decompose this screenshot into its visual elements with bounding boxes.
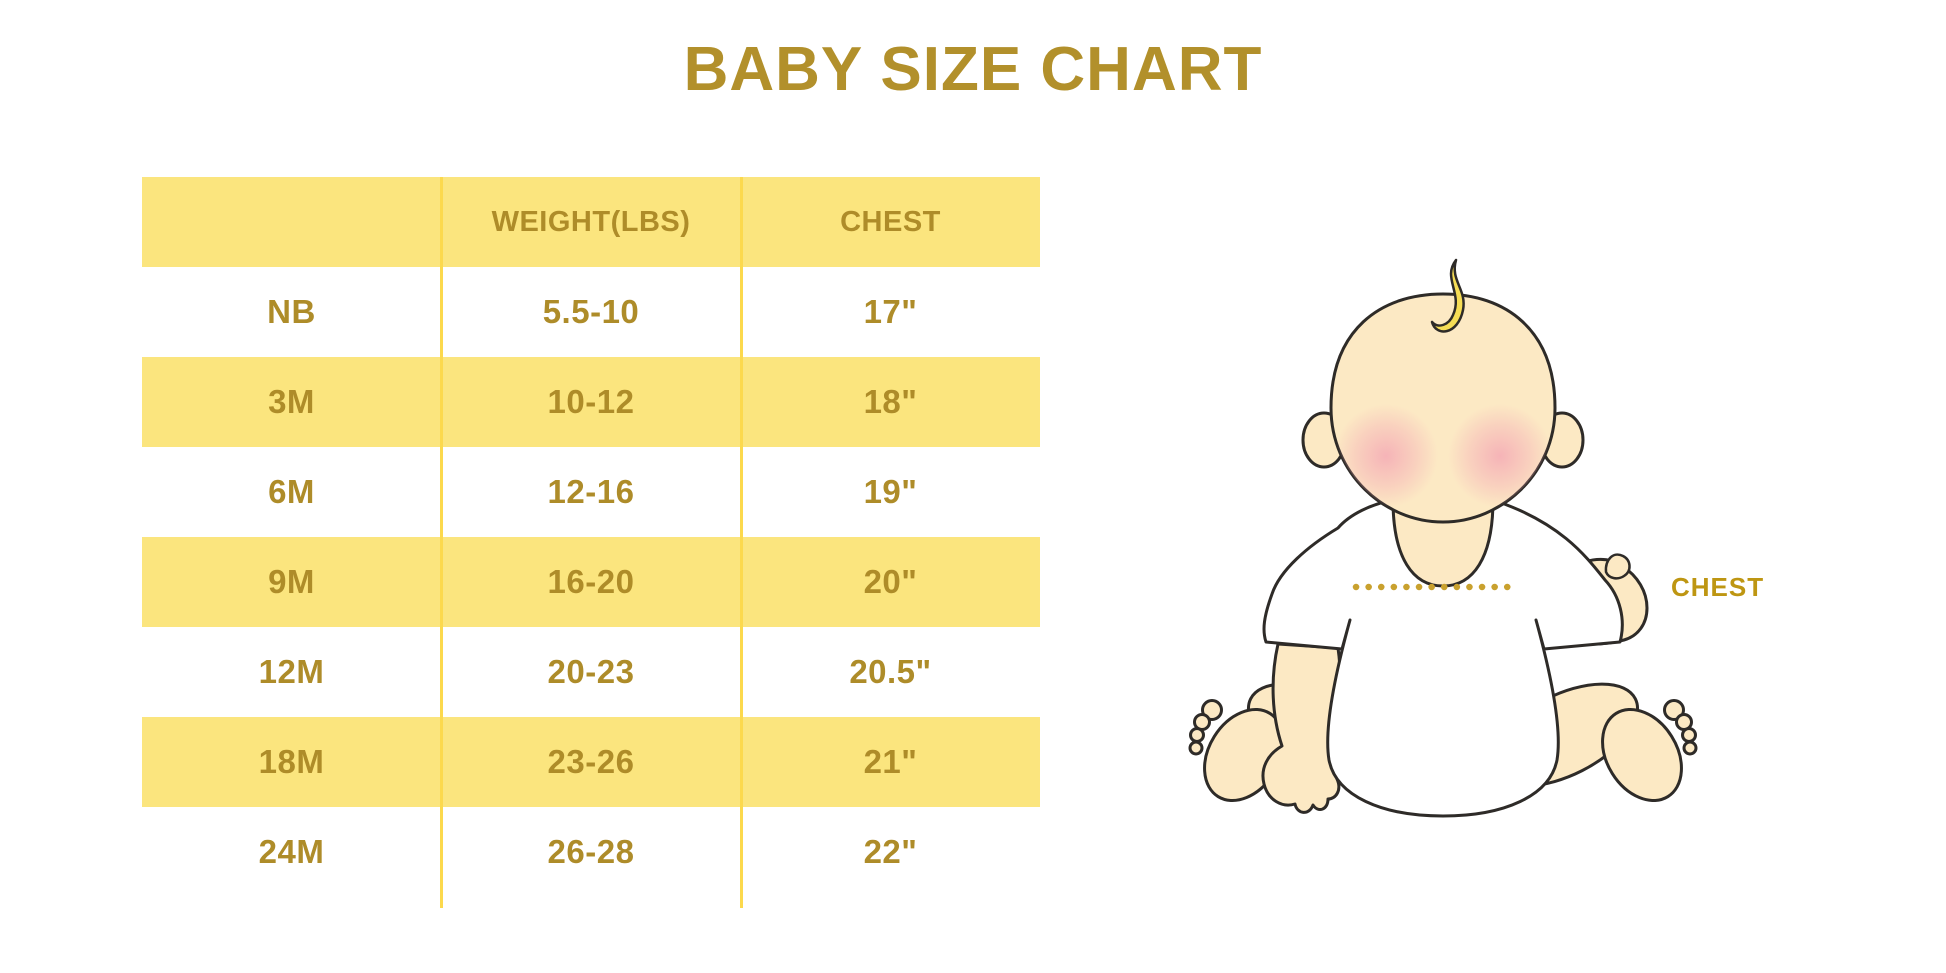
- baby-thumb: [1604, 553, 1631, 580]
- table-row: 24M 26-28 22": [142, 807, 1040, 897]
- cell-size: 18M: [258, 743, 325, 780]
- header-cell-size: [142, 177, 441, 267]
- cell-chest: 19": [863, 473, 918, 510]
- cell-weight: 26-28: [547, 833, 635, 870]
- cell-weight: 12-16: [547, 473, 635, 510]
- cell-size: 24M: [258, 833, 325, 870]
- cell-chest: 22": [863, 833, 918, 870]
- cell-size: 12M: [258, 653, 325, 690]
- table-header-row: WEIGHT(LBS) CHEST: [142, 177, 1040, 267]
- column-divider: [440, 177, 443, 908]
- column-divider: [740, 177, 743, 908]
- table-row: 9M 16-20 20": [142, 537, 1040, 627]
- table-row: 3M 10-12 18": [142, 357, 1040, 447]
- table-row: 12M 20-23 20.5": [142, 627, 1040, 717]
- table-row: NB 5.5-10 17": [142, 267, 1040, 357]
- cell-size: 3M: [268, 383, 315, 420]
- table-row: 18M 23-26 21": [142, 717, 1040, 807]
- cell-chest: 18": [863, 383, 918, 420]
- cell-weight: 16-20: [547, 563, 635, 600]
- size-table: WEIGHT(LBS) CHEST NB 5.5-10 17" 3M 10-12…: [142, 177, 1040, 908]
- cell-chest: 20": [863, 563, 918, 600]
- cell-chest: 17": [863, 293, 918, 330]
- baby-illustration: [1150, 248, 1770, 868]
- cell-chest: 20.5": [849, 653, 932, 690]
- header-cell-weight: WEIGHT(LBS): [491, 205, 691, 238]
- baby-hair-curl: [1430, 258, 1465, 333]
- cell-weight: 10-12: [547, 383, 635, 420]
- cell-size: NB: [267, 293, 316, 330]
- cell-weight: 20-23: [547, 653, 635, 690]
- cell-size: 6M: [268, 473, 315, 510]
- table-row: 6M 12-16 19": [142, 447, 1040, 537]
- cell-weight: 23-26: [547, 743, 635, 780]
- cell-weight: 5.5-10: [542, 293, 640, 330]
- page-title: BABY SIZE CHART: [683, 35, 1263, 104]
- baby-onesie: [1262, 498, 1624, 818]
- cell-size: 9M: [268, 563, 315, 600]
- cell-chest: 21": [863, 743, 918, 780]
- baby-blush: [1334, 404, 1552, 508]
- header-cell-chest: CHEST: [840, 205, 941, 238]
- baby-sitting-icon: [1188, 258, 1698, 818]
- chest-label: CHEST: [1671, 572, 1765, 602]
